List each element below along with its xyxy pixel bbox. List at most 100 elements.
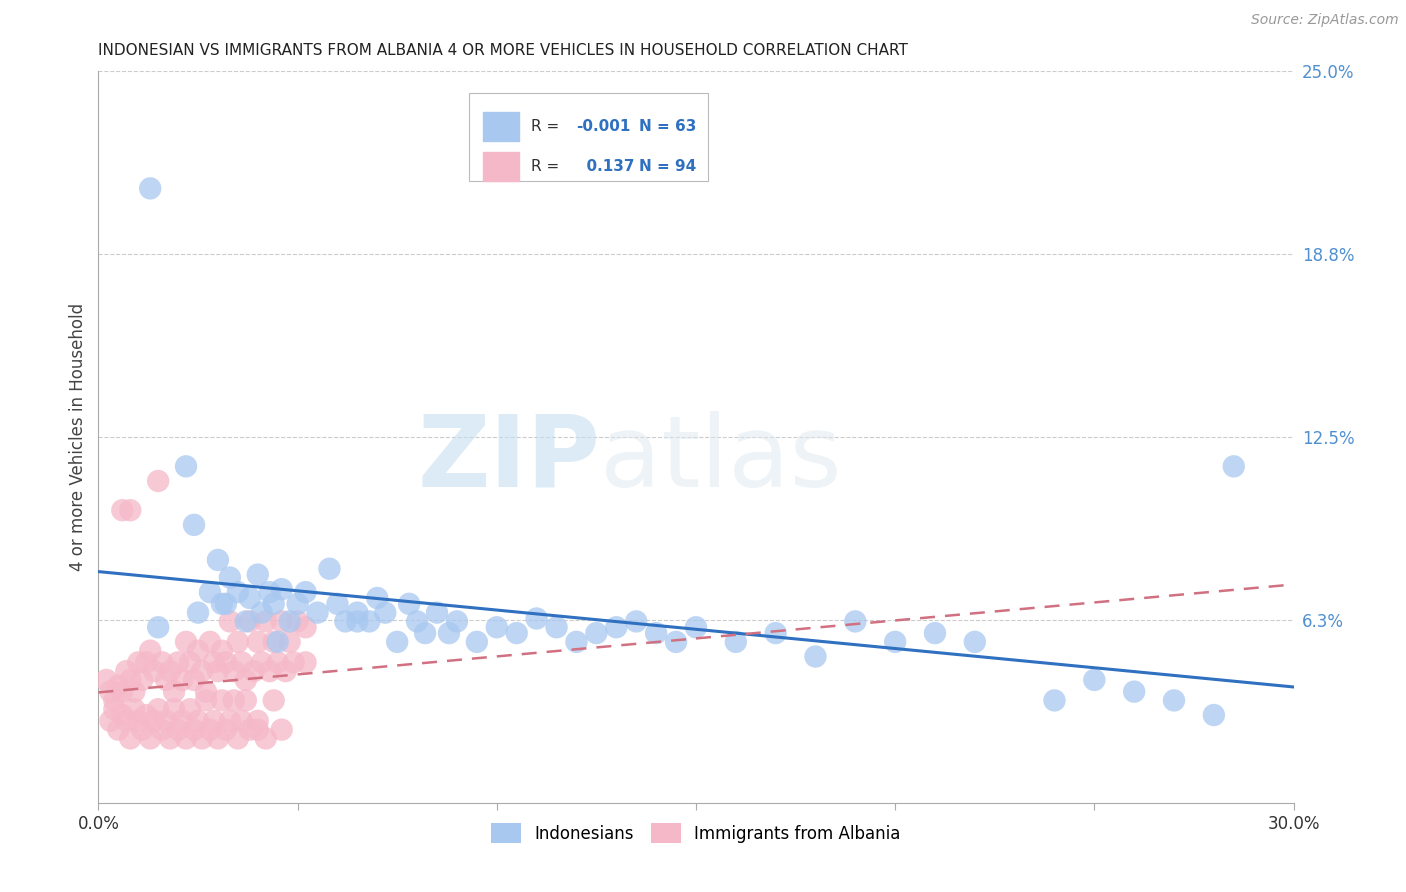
- Point: [120, 731, 142, 746]
- Point: [267, 635, 290, 649]
- Point: [96, 673, 118, 687]
- Point: [98, 684, 122, 698]
- Point: [135, 708, 157, 723]
- Point: [1083, 673, 1105, 687]
- Point: [963, 635, 986, 649]
- Point: [191, 731, 214, 746]
- Point: [283, 656, 305, 670]
- Point: [148, 702, 170, 716]
- Point: [765, 626, 787, 640]
- Point: [243, 664, 266, 678]
- Point: [111, 708, 134, 723]
- Point: [120, 673, 142, 687]
- Point: [139, 643, 162, 657]
- Point: [179, 702, 201, 716]
- Point: [804, 649, 827, 664]
- Point: [167, 656, 190, 670]
- Point: [724, 635, 747, 649]
- Point: [211, 643, 233, 657]
- Y-axis label: 4 or more Vehicles in Household: 4 or more Vehicles in Household: [69, 303, 87, 571]
- Point: [239, 723, 262, 737]
- Point: [250, 606, 273, 620]
- Point: [135, 656, 157, 670]
- Point: [163, 684, 186, 698]
- Point: [198, 585, 221, 599]
- Point: [565, 635, 588, 649]
- Point: [278, 635, 301, 649]
- Point: [335, 615, 357, 629]
- Point: [183, 723, 205, 737]
- Point: [278, 615, 301, 629]
- Text: Source: ZipAtlas.com: Source: ZipAtlas.com: [1251, 13, 1399, 28]
- Text: N = 94: N = 94: [638, 159, 696, 174]
- Point: [254, 615, 277, 629]
- Point: [546, 620, 568, 634]
- Point: [139, 731, 162, 746]
- Point: [198, 723, 221, 737]
- Point: [172, 673, 194, 687]
- Point: [346, 615, 368, 629]
- Point: [465, 635, 488, 649]
- Point: [585, 626, 607, 640]
- Point: [143, 714, 166, 728]
- Bar: [484, 112, 519, 141]
- Point: [111, 684, 134, 698]
- Point: [246, 635, 269, 649]
- Text: atlas: atlas: [600, 410, 842, 508]
- Point: [406, 615, 429, 629]
- Point: [235, 615, 257, 629]
- Point: [107, 679, 129, 693]
- Point: [359, 615, 381, 629]
- Point: [219, 570, 242, 584]
- Point: [318, 562, 340, 576]
- Point: [263, 693, 285, 707]
- Point: [426, 606, 449, 620]
- Point: [195, 684, 218, 698]
- Point: [226, 731, 249, 746]
- Text: R =: R =: [531, 159, 564, 174]
- Point: [219, 714, 242, 728]
- Point: [120, 503, 142, 517]
- Bar: [484, 152, 519, 181]
- Point: [172, 714, 194, 728]
- Point: [127, 714, 149, 728]
- Point: [235, 673, 257, 687]
- Point: [231, 656, 253, 670]
- Point: [1123, 684, 1146, 698]
- Point: [150, 723, 173, 737]
- Text: N = 63: N = 63: [638, 119, 696, 134]
- Point: [207, 664, 229, 678]
- Point: [159, 731, 181, 746]
- Point: [131, 673, 153, 687]
- Point: [1163, 693, 1185, 707]
- Point: [235, 693, 257, 707]
- Point: [437, 626, 460, 640]
- Point: [159, 664, 181, 678]
- Point: [413, 626, 436, 640]
- Point: [924, 626, 946, 640]
- Point: [259, 585, 281, 599]
- Point: [148, 620, 170, 634]
- Point: [294, 585, 316, 599]
- Point: [398, 597, 420, 611]
- Point: [124, 702, 146, 716]
- Point: [215, 723, 238, 737]
- Point: [179, 656, 201, 670]
- Text: R =: R =: [531, 119, 564, 134]
- Text: 0.137: 0.137: [576, 159, 636, 174]
- Legend: Indonesians, Immigrants from Albania: Indonesians, Immigrants from Albania: [485, 817, 907, 849]
- Point: [385, 635, 409, 649]
- Point: [174, 731, 197, 746]
- Point: [346, 606, 368, 620]
- Point: [219, 615, 242, 629]
- Point: [226, 635, 249, 649]
- Point: [294, 656, 316, 670]
- Point: [139, 181, 162, 195]
- Point: [626, 615, 648, 629]
- Point: [326, 597, 349, 611]
- Point: [222, 693, 245, 707]
- Point: [198, 635, 221, 649]
- Point: [207, 553, 229, 567]
- Point: [446, 615, 468, 629]
- Point: [155, 714, 177, 728]
